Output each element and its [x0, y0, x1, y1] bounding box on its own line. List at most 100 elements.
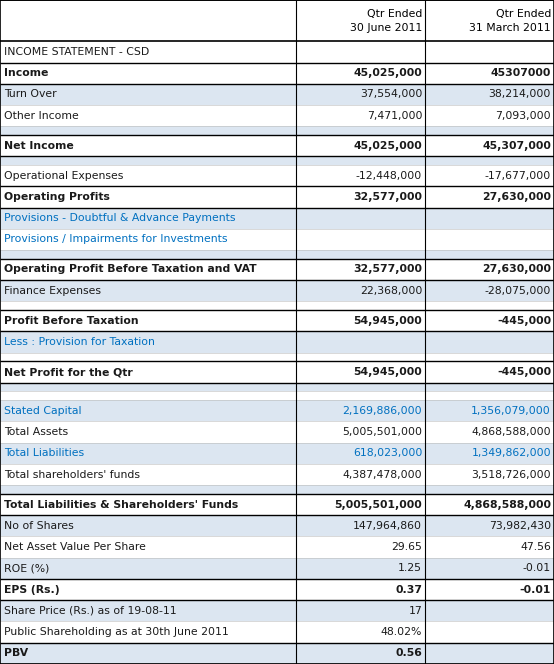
Text: Net Income: Net Income — [4, 141, 74, 151]
Bar — [0, 382, 554, 391]
Bar — [0, 126, 554, 135]
Text: 29.65: 29.65 — [391, 542, 422, 552]
Text: Profit Before Taxation: Profit Before Taxation — [4, 316, 138, 326]
Text: 5,005,501,000: 5,005,501,000 — [342, 427, 422, 437]
Text: 47.56: 47.56 — [520, 542, 551, 552]
Text: 4,387,478,000: 4,387,478,000 — [342, 469, 422, 479]
Text: 32,577,000: 32,577,000 — [353, 192, 422, 202]
Text: PBV: PBV — [4, 648, 28, 659]
Bar — [0, 400, 554, 422]
Bar — [0, 361, 554, 382]
Text: 1,356,079,000: 1,356,079,000 — [471, 406, 551, 416]
Bar — [0, 643, 554, 664]
Text: No of Shares: No of Shares — [4, 521, 74, 531]
Text: -0.01: -0.01 — [523, 563, 551, 573]
Bar — [0, 259, 554, 280]
Text: Provisions - Doubtful & Advance Payments: Provisions - Doubtful & Advance Payments — [4, 213, 235, 223]
Text: 1.25: 1.25 — [398, 563, 422, 573]
Bar — [0, 62, 554, 84]
Text: 4,868,588,000: 4,868,588,000 — [471, 427, 551, 437]
Text: 17: 17 — [408, 606, 422, 616]
Text: ROE (%): ROE (%) — [4, 563, 49, 573]
Bar — [0, 331, 554, 353]
Text: -28,075,000: -28,075,000 — [485, 286, 551, 295]
Bar — [0, 494, 554, 515]
Text: Share Price (Rs.) as of 19-08-11: Share Price (Rs.) as of 19-08-11 — [4, 606, 177, 616]
Text: Qtr Ended
31 March 2011: Qtr Ended 31 March 2011 — [469, 9, 551, 33]
Text: -0.01: -0.01 — [520, 584, 551, 594]
Text: 4,868,588,000: 4,868,588,000 — [463, 499, 551, 509]
Bar — [0, 0, 554, 41]
Text: 5,005,501,000: 5,005,501,000 — [335, 499, 422, 509]
Text: Other Income: Other Income — [4, 111, 79, 121]
Bar — [0, 208, 554, 229]
Text: EPS (Rs.): EPS (Rs.) — [4, 584, 60, 594]
Bar — [0, 353, 554, 361]
Text: 3,518,726,000: 3,518,726,000 — [471, 469, 551, 479]
Text: Stated Capital: Stated Capital — [4, 406, 81, 416]
Text: 2,169,886,000: 2,169,886,000 — [342, 406, 422, 416]
Text: Total Liabilities & Shareholders' Funds: Total Liabilities & Shareholders' Funds — [4, 499, 238, 509]
Text: 45,025,000: 45,025,000 — [353, 68, 422, 78]
Text: Income: Income — [4, 68, 48, 78]
Bar — [0, 280, 554, 301]
Bar — [0, 391, 554, 400]
Text: 7,471,000: 7,471,000 — [367, 111, 422, 121]
Bar — [0, 600, 554, 622]
Bar — [0, 310, 554, 331]
Bar — [0, 485, 554, 494]
Text: 1,349,862,000: 1,349,862,000 — [471, 448, 551, 458]
Text: 48.02%: 48.02% — [381, 627, 422, 637]
Bar — [0, 135, 554, 156]
Text: -17,677,000: -17,677,000 — [485, 171, 551, 181]
Text: Public Shareholding as at 30th June 2011: Public Shareholding as at 30th June 2011 — [4, 627, 229, 637]
Text: 38,214,000: 38,214,000 — [489, 90, 551, 100]
Text: Total shareholders' funds: Total shareholders' funds — [4, 469, 140, 479]
Text: 73,982,430: 73,982,430 — [489, 521, 551, 531]
Text: -445,000: -445,000 — [497, 316, 551, 326]
Text: 27,630,000: 27,630,000 — [482, 192, 551, 202]
Bar — [0, 558, 554, 579]
Text: 32,577,000: 32,577,000 — [353, 264, 422, 274]
Text: 37,554,000: 37,554,000 — [360, 90, 422, 100]
Bar — [0, 84, 554, 105]
Text: 54,945,000: 54,945,000 — [353, 316, 422, 326]
Bar — [0, 187, 554, 208]
Text: Finance Expenses: Finance Expenses — [4, 286, 101, 295]
Text: Operating Profits: Operating Profits — [4, 192, 110, 202]
Bar — [0, 301, 554, 310]
Text: 7,093,000: 7,093,000 — [495, 111, 551, 121]
Text: 22,368,000: 22,368,000 — [360, 286, 422, 295]
Bar — [0, 41, 554, 62]
Text: INCOME STATEMENT - CSD: INCOME STATEMENT - CSD — [4, 47, 149, 57]
Bar — [0, 515, 554, 537]
Bar — [0, 443, 554, 464]
Text: Operational Expenses: Operational Expenses — [4, 171, 124, 181]
Bar — [0, 165, 554, 187]
Bar — [0, 579, 554, 600]
Text: 45,307,000: 45,307,000 — [482, 141, 551, 151]
Text: Turn Over: Turn Over — [4, 90, 57, 100]
Bar — [0, 105, 554, 126]
Text: 618,023,000: 618,023,000 — [353, 448, 422, 458]
Text: 45307000: 45307000 — [491, 68, 551, 78]
Text: 27,630,000: 27,630,000 — [482, 264, 551, 274]
Text: 0.56: 0.56 — [396, 648, 422, 659]
Bar — [0, 250, 554, 259]
Text: Net Asset Value Per Share: Net Asset Value Per Share — [4, 542, 146, 552]
Text: 54,945,000: 54,945,000 — [353, 367, 422, 377]
Text: -12,448,000: -12,448,000 — [356, 171, 422, 181]
Text: Provisions / Impairments for Investments: Provisions / Impairments for Investments — [4, 234, 228, 244]
Text: Less : Provision for Taxation: Less : Provision for Taxation — [4, 337, 155, 347]
Text: Qtr Ended
30 June 2011: Qtr Ended 30 June 2011 — [350, 9, 422, 33]
Text: Net Profit for the Qtr: Net Profit for the Qtr — [4, 367, 133, 377]
Bar — [0, 422, 554, 443]
Text: 45,025,000: 45,025,000 — [353, 141, 422, 151]
Bar — [0, 464, 554, 485]
Bar — [0, 622, 554, 643]
Text: Total Assets: Total Assets — [4, 427, 68, 437]
Text: 0.37: 0.37 — [395, 584, 422, 594]
Text: -445,000: -445,000 — [497, 367, 551, 377]
Text: Total Liabilities: Total Liabilities — [4, 448, 84, 458]
Text: Operating Profit Before Taxation and VAT: Operating Profit Before Taxation and VAT — [4, 264, 257, 274]
